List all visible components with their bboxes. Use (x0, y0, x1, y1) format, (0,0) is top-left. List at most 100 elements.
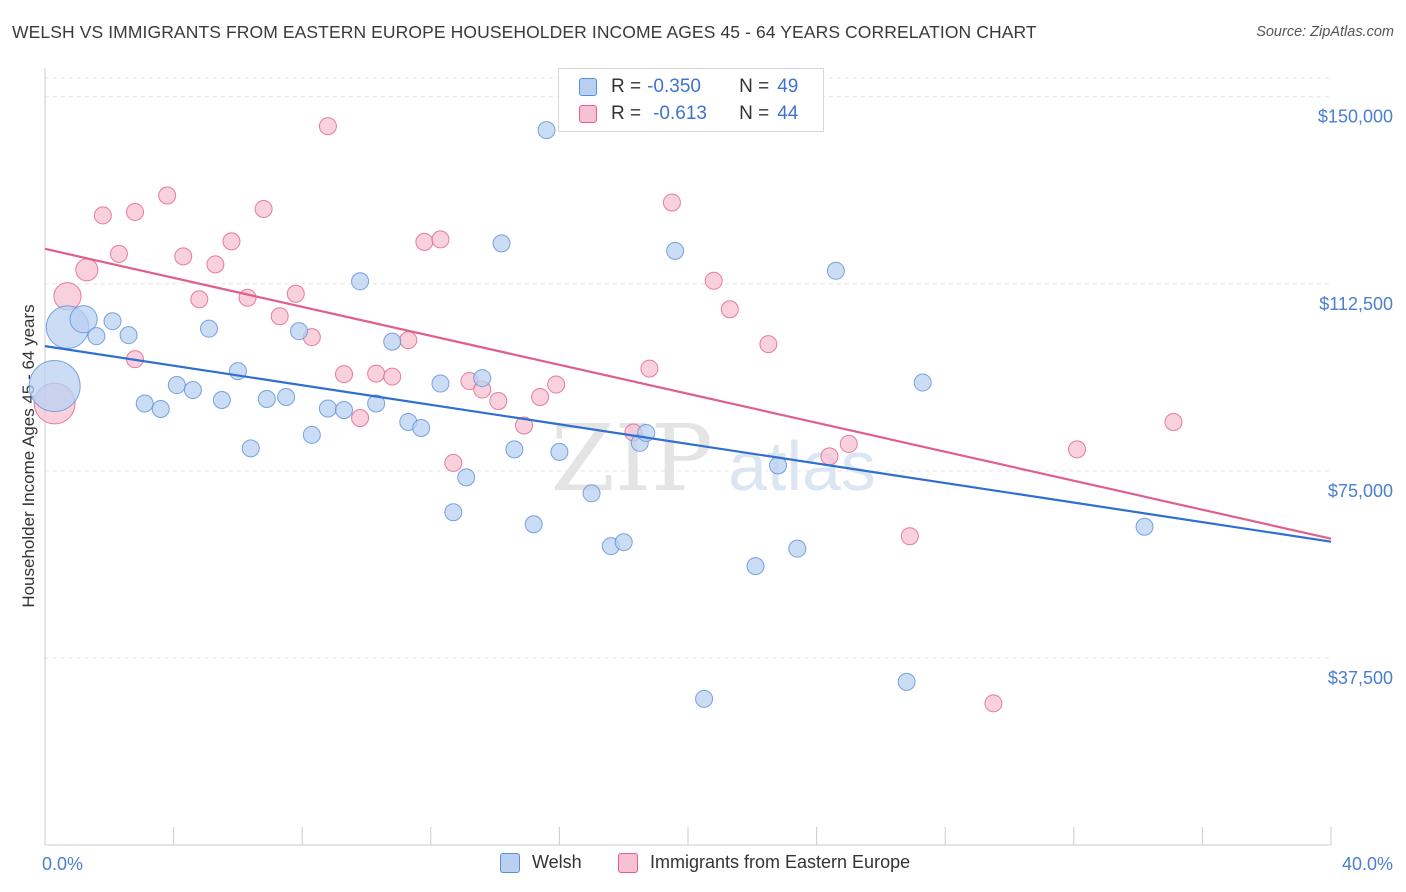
point-welsh (318, 399, 337, 418)
point-welsh (431, 374, 450, 393)
point-welsh (788, 539, 807, 558)
point-welsh (746, 557, 765, 576)
x-tick-label: 0.0% (42, 854, 83, 874)
legend-row-immigrants: R = -0.613 N = 44 (579, 103, 798, 125)
legend-row-welsh: R = -0.350 N = 49 (579, 76, 798, 98)
legend-r-label: R = (611, 103, 642, 124)
legend-r-value-welsh: -0.350 (647, 76, 701, 97)
point-immigrants (662, 193, 681, 212)
point-welsh (135, 394, 154, 413)
point-immigrants (415, 232, 434, 251)
point-welsh (119, 326, 138, 345)
point-welsh (473, 369, 492, 388)
bottom-legend-label-welsh: Welsh (532, 852, 582, 872)
point-welsh (550, 442, 569, 461)
point-immigrants (158, 186, 177, 205)
point-welsh (289, 322, 308, 341)
point-welsh (87, 327, 106, 346)
point-immigrants (351, 408, 370, 427)
point-immigrants (900, 527, 919, 546)
y-tick-label: $75,000 (1328, 481, 1393, 501)
point-immigrants (1068, 440, 1087, 459)
point-welsh (167, 376, 186, 395)
point-welsh (897, 672, 916, 691)
point-immigrants (75, 258, 99, 282)
x-tick-labels: 0.0% 40.0% (42, 854, 1393, 874)
point-welsh (913, 373, 932, 392)
y-tick-label: $37,500 (1328, 668, 1393, 688)
point-welsh (351, 272, 370, 291)
series-welsh-points (28, 121, 1154, 708)
bottom-legend-label-immigrants: Immigrants from Eastern Europe (650, 852, 911, 872)
point-welsh (277, 388, 296, 407)
legend-r-value-immigrants: -0.613 (653, 103, 707, 124)
legend-r-label: R = (611, 76, 642, 97)
point-immigrants (515, 416, 534, 435)
trend-lines (44, 247, 1332, 543)
point-welsh (69, 305, 98, 334)
point-immigrants (318, 117, 337, 136)
point-welsh (151, 399, 170, 418)
point-immigrants (334, 365, 353, 384)
point-welsh (505, 440, 524, 459)
point-welsh (334, 400, 353, 419)
correlation-legend: R = -0.350 N = 49 R = -0.613 N = 44 (558, 68, 824, 132)
point-welsh (695, 689, 714, 708)
point-immigrants (286, 284, 305, 303)
point-welsh (302, 425, 321, 444)
bottom-legend-welsh: Welsh (500, 852, 582, 873)
point-immigrants (174, 247, 193, 266)
point-welsh (212, 391, 231, 410)
point-immigrants (489, 392, 508, 411)
point-welsh (524, 515, 543, 534)
y-tick-label: $150,000 (1318, 107, 1393, 127)
point-welsh (614, 533, 633, 552)
point-immigrants (254, 199, 273, 218)
point-immigrants (270, 307, 289, 326)
axes (44, 68, 1332, 846)
point-immigrants (109, 244, 128, 263)
point-welsh (412, 418, 431, 437)
point-immigrants (431, 230, 450, 249)
trend-line-welsh (44, 345, 1332, 543)
point-immigrants (383, 367, 402, 386)
point-immigrants (222, 232, 241, 251)
point-immigrants (1164, 412, 1183, 431)
point-immigrants (126, 202, 145, 221)
source-label: Source: ZipAtlas.com (1256, 24, 1394, 40)
chart-title: WELSH VS IMMIGRANTS FROM EASTERN EUROPE … (12, 22, 1037, 42)
y-axis-label: Householder Income Ages 45 - 64 years (19, 304, 38, 607)
point-welsh (103, 312, 122, 331)
bottom-legend-immigrants: Immigrants from Eastern Europe (618, 852, 910, 873)
point-welsh (199, 319, 218, 338)
watermark-zip: ZIP (551, 405, 713, 512)
point-immigrants (206, 255, 225, 274)
bottom-legend-swatch-welsh (500, 852, 520, 873)
point-immigrants (984, 694, 1003, 713)
point-welsh (492, 234, 511, 253)
point-welsh (257, 390, 276, 409)
point-welsh (537, 121, 556, 140)
point-immigrants (190, 290, 209, 309)
point-immigrants (367, 364, 386, 383)
point-welsh (666, 241, 685, 260)
series-immigrants-points (33, 117, 1183, 713)
point-welsh (383, 332, 402, 351)
point-immigrants (238, 288, 257, 307)
point-welsh (444, 503, 463, 522)
legend-swatch-welsh (579, 78, 597, 96)
point-welsh (826, 261, 845, 280)
point-welsh (582, 484, 601, 503)
legend-swatch-immigrants (579, 105, 597, 123)
point-immigrants (720, 300, 739, 319)
legend-n-value-welsh: 49 (777, 76, 799, 97)
point-immigrants (531, 388, 550, 407)
point-welsh (241, 439, 260, 458)
point-immigrants (820, 447, 839, 466)
bottom-legend: Welsh Immigrants from Eastern Europe (0, 852, 1406, 876)
point-immigrants (704, 271, 723, 290)
point-immigrants (640, 359, 659, 378)
point-welsh (1135, 517, 1154, 536)
x-tick-label: 40.0% (1342, 854, 1393, 874)
